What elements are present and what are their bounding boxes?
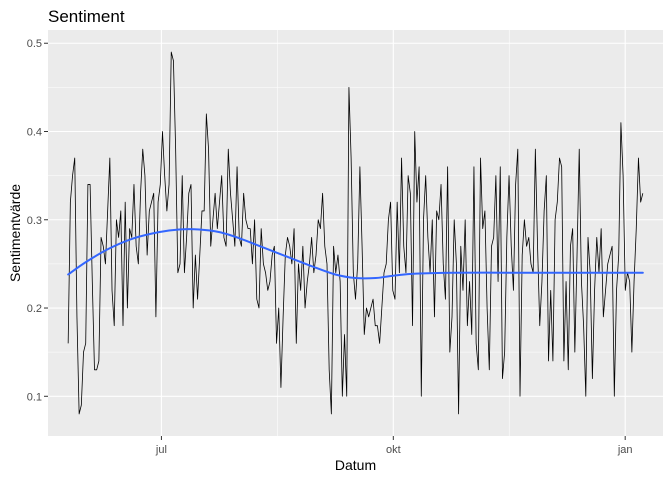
y-axis: 0.1 0.2 0.3 0.4 0.5: [27, 38, 48, 403]
x-tick-label: jan: [617, 444, 633, 456]
y-tick-label: 0.1: [27, 391, 42, 403]
y-tick-label: 0.4: [27, 127, 42, 139]
y-tick-label: 0.2: [27, 303, 42, 315]
series-layer: [67, 51, 644, 415]
y-tick-label: 0.3: [27, 215, 42, 227]
x-tick-label: jul: [155, 444, 167, 456]
y-tick-label: 0.5: [27, 38, 42, 50]
x-axis: jul okt jan: [155, 436, 633, 456]
smoothed-trend-line: [67, 228, 644, 280]
x-axis-title: Datum: [335, 457, 376, 473]
y-axis-title: Sentimentvärde: [7, 184, 23, 282]
sentiment-series-line: [67, 51, 644, 415]
plot-panel: [48, 30, 663, 436]
x-tick-label: okt: [386, 444, 401, 456]
minor-grid: [48, 30, 663, 436]
major-grid: [48, 30, 663, 436]
chart-title: Sentiment: [48, 7, 125, 26]
